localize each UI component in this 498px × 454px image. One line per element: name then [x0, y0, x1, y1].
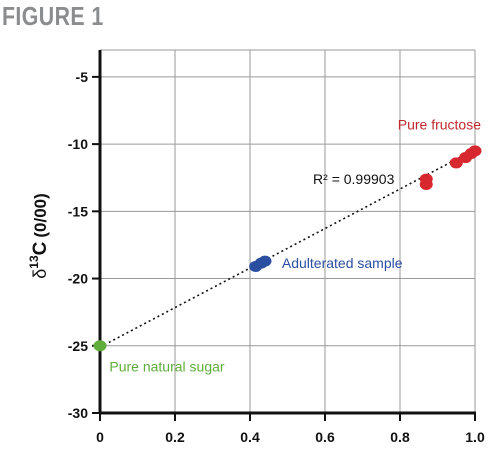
x-tick-label: 0.2: [165, 429, 185, 445]
y-tick-label: -5: [76, 69, 89, 85]
y-tick-label: -30: [68, 405, 88, 421]
x-tick-label: 1.0: [465, 429, 485, 445]
y-tick-label: -15: [68, 203, 88, 219]
trendline: [99, 148, 476, 348]
tick-labels: -30 -25 -20 -15 -10 -5 0 0.2 0.4 0.6 0.8 1.0: [68, 69, 485, 445]
x-tick-label: 0: [96, 429, 104, 445]
y-axis-label: δ13C(0/00): [27, 193, 51, 279]
trendline-layer: [99, 148, 476, 348]
x-tick-label: 0.8: [390, 429, 410, 445]
x-tick-label: 0.4: [240, 429, 260, 445]
annotations: Pure fructose R² = 0.99903 Adulterated sam…: [109, 116, 481, 374]
data-points: [93, 145, 482, 352]
y-tick-label: -20: [68, 271, 88, 287]
y-tick-label: -10: [68, 136, 88, 152]
annotation-label: Pure fructose: [398, 116, 481, 132]
data-point: [93, 340, 107, 352]
data-point: [449, 157, 463, 169]
data-point: [419, 178, 433, 190]
data-point: [258, 255, 272, 267]
figure-label: FIGURE 1: [2, 1, 104, 31]
grid-lines: [100, 49, 476, 413]
annotation-label: R² = 0.99903: [313, 171, 395, 187]
y-tick-label: -25: [68, 338, 88, 354]
annotation-label: Adulterated sample: [282, 255, 403, 271]
x-tick-label: 0.6: [315, 429, 335, 445]
annotation-label: Pure natural sugar: [109, 358, 225, 374]
data-point: [468, 145, 482, 157]
